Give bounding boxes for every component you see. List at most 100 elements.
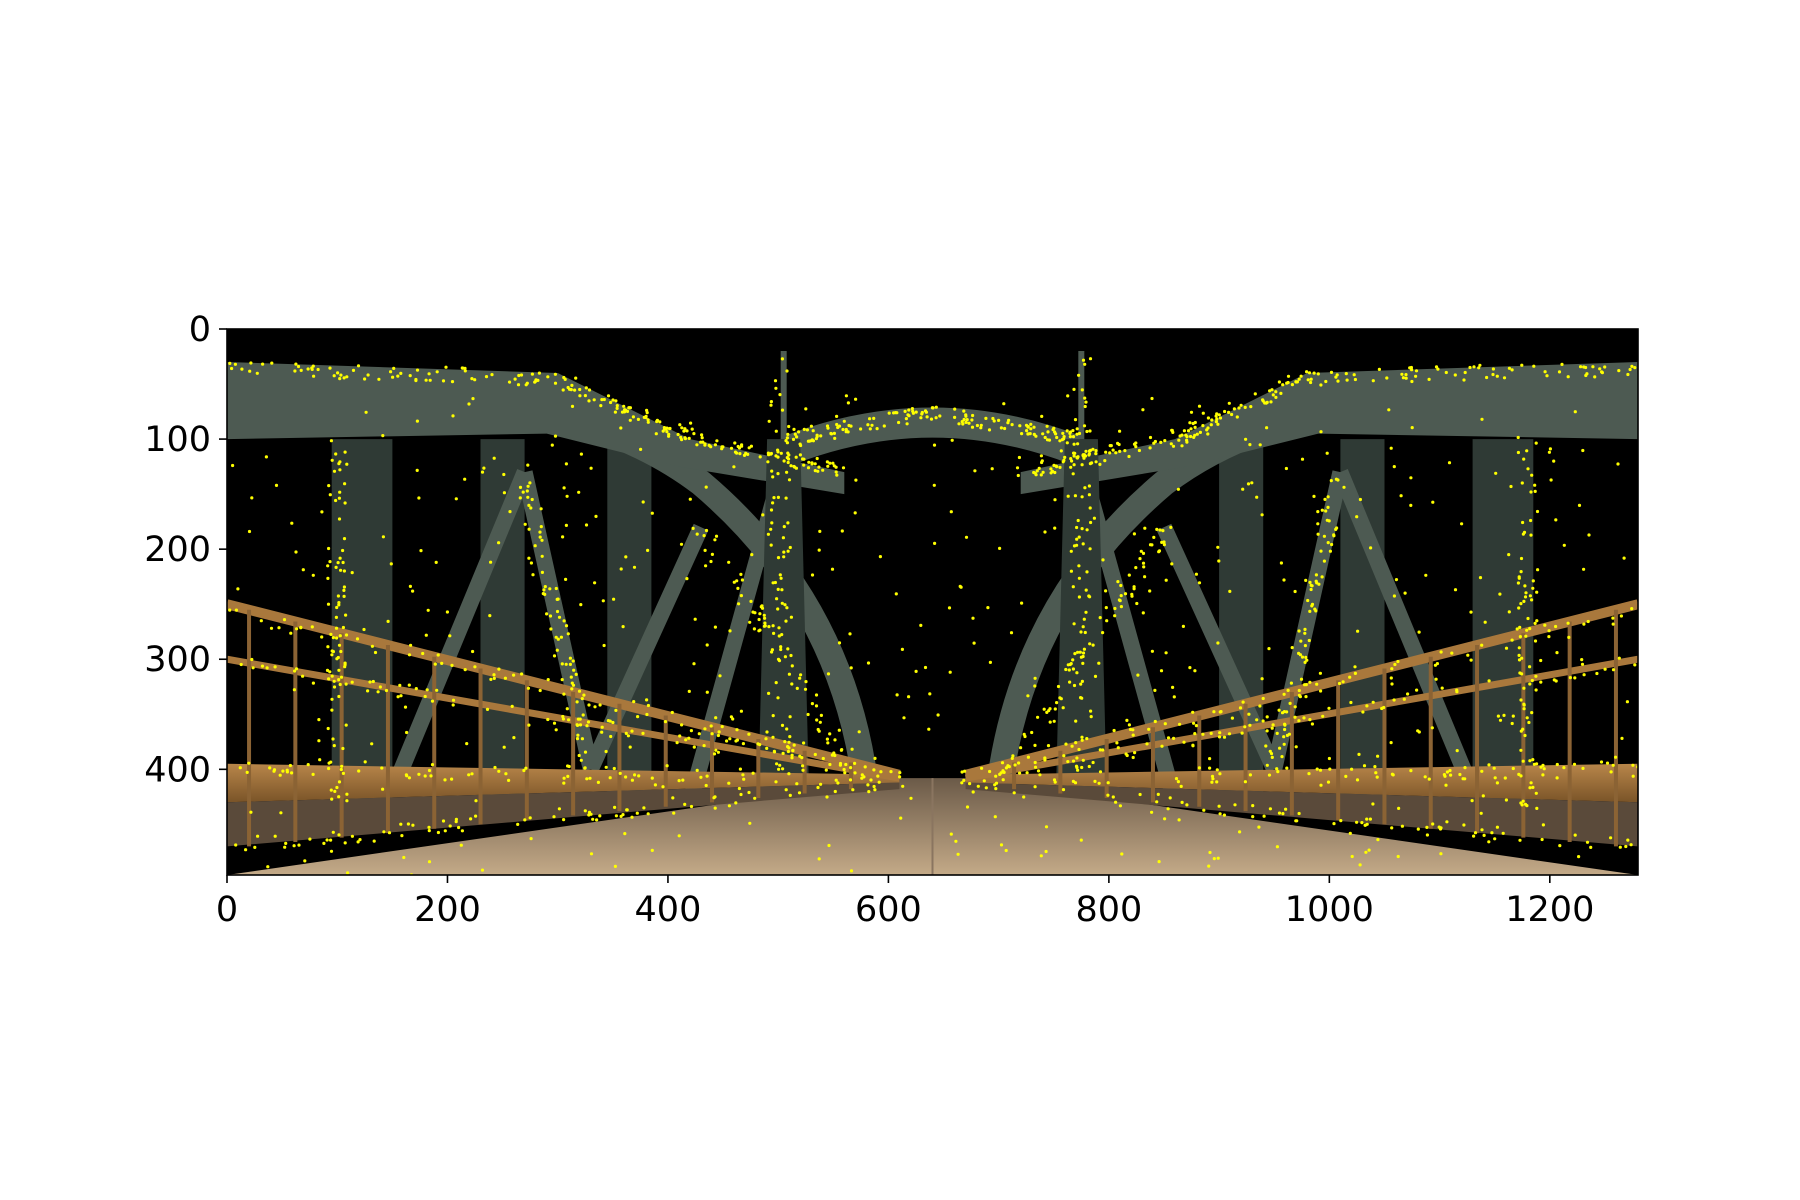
keypoint — [1159, 669, 1164, 673]
keypoint — [1156, 792, 1160, 797]
keypoint — [523, 818, 527, 822]
keypoint — [1368, 817, 1372, 821]
keypoint — [1112, 728, 1116, 733]
keypoint — [444, 365, 448, 369]
keypoint — [297, 843, 301, 847]
keypoint — [1593, 375, 1597, 379]
keypoint — [695, 443, 699, 447]
keypoint — [1380, 706, 1384, 711]
keypoint — [1519, 602, 1523, 606]
keypoint — [873, 788, 877, 792]
keypoint — [260, 664, 265, 668]
keypoint — [787, 478, 792, 482]
keypoint — [1518, 671, 1522, 675]
keypoint — [333, 789, 337, 794]
keypoint — [1554, 518, 1558, 522]
keypoint — [783, 740, 787, 744]
keypoint — [630, 815, 634, 819]
keypoint — [784, 619, 788, 623]
keypoint — [1189, 427, 1193, 431]
keypoint — [1312, 371, 1316, 375]
keypoint — [331, 650, 335, 654]
keypoint — [1087, 594, 1091, 598]
keypoint — [1059, 449, 1063, 453]
keypoint — [781, 536, 786, 540]
keypoint — [1089, 715, 1093, 719]
keypoint — [1079, 838, 1083, 842]
keypoint — [1308, 580, 1312, 585]
keypoint — [1033, 765, 1038, 769]
keypoint — [795, 435, 799, 439]
keypoint — [387, 831, 392, 835]
keypoint — [1118, 429, 1122, 433]
keypoint — [795, 782, 799, 786]
keypoint — [1611, 622, 1615, 626]
keypoint — [1171, 444, 1176, 448]
keypoint — [678, 734, 682, 738]
keypoint — [424, 633, 428, 637]
keypoint — [1053, 498, 1057, 502]
keypoint — [819, 782, 823, 786]
keypoint — [1033, 760, 1037, 765]
keypoint — [1425, 825, 1429, 830]
keypoint — [488, 614, 492, 618]
keypoint — [540, 538, 544, 542]
keypoint — [1528, 665, 1532, 669]
keypoint — [776, 472, 780, 476]
keypoint — [1427, 777, 1431, 781]
keypoint — [1230, 716, 1234, 720]
keypoint — [1348, 675, 1352, 679]
keypoint — [739, 792, 743, 797]
keypoint — [1303, 683, 1307, 687]
keypoint — [1519, 801, 1523, 805]
keypoint — [1315, 682, 1319, 686]
keypoint — [818, 720, 822, 724]
keypoint — [1562, 766, 1566, 770]
keypoint — [1025, 429, 1029, 433]
keypoint — [474, 799, 478, 803]
keypoint — [1533, 621, 1537, 626]
keypoint — [1283, 722, 1287, 726]
keypoint — [1434, 677, 1438, 681]
keypoint — [1255, 718, 1259, 722]
keypoint — [732, 465, 736, 469]
keypoint — [554, 635, 558, 639]
keypoint — [285, 768, 289, 772]
keypoint — [767, 625, 771, 629]
keypoint — [853, 761, 857, 766]
keypoint — [492, 456, 496, 460]
keypoint — [867, 790, 871, 794]
keypoint — [1069, 549, 1073, 553]
keypoint — [976, 784, 980, 788]
keypoint — [1197, 404, 1202, 408]
keypoint — [1227, 732, 1232, 736]
keypoint — [832, 431, 837, 435]
keypoint — [672, 811, 676, 815]
keypoint — [548, 587, 552, 591]
keypoint — [1533, 639, 1538, 643]
keypoint — [642, 806, 646, 810]
keypoint — [907, 408, 911, 412]
keypoint — [1080, 527, 1084, 531]
keypoint — [1078, 650, 1082, 654]
keypoint — [244, 848, 248, 852]
keypoint — [843, 771, 847, 775]
keypoint — [665, 430, 669, 434]
keypoint — [807, 460, 811, 464]
keypoint — [1145, 742, 1149, 746]
keypoint — [460, 829, 464, 833]
keypoint — [1619, 614, 1623, 618]
keypoint — [363, 377, 367, 381]
keypoint — [1035, 469, 1039, 473]
keypoint — [692, 745, 696, 749]
keypoint — [337, 833, 341, 837]
keypoint — [1403, 591, 1407, 595]
keypoint — [1478, 576, 1483, 580]
keypoint — [882, 424, 886, 428]
keypoint — [933, 541, 937, 546]
keypoint — [735, 738, 740, 742]
keypoint — [1520, 363, 1524, 367]
keypoint — [1284, 807, 1288, 811]
keypoint — [954, 839, 958, 843]
keypoint — [1264, 744, 1268, 748]
